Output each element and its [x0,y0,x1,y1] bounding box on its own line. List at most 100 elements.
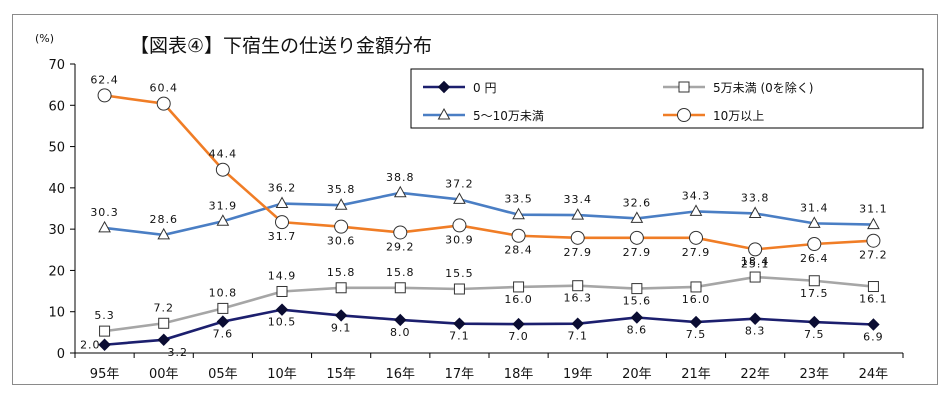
data-label: 7.2 [153,301,174,314]
y-axis-unit: (%) [35,32,54,45]
data-point [867,217,880,230]
data-point [749,271,761,283]
y-tick-label: 0 [57,347,65,362]
data-label: 30.9 [445,233,474,246]
legend-label: 5～10万未満 [473,109,544,123]
data-point [572,280,584,292]
data-label: 15.6 [623,295,652,308]
data-point [630,311,644,324]
x-tick-label: 17年 [445,367,475,382]
legend-box [410,68,924,129]
data-point [748,206,762,218]
data-label: 6.9 [863,331,884,344]
x-tick-label: 00年 [149,367,179,382]
data-label: 2.0 [80,339,101,352]
series-line [104,94,874,251]
data-label: 38.8 [386,171,415,184]
data-point [807,216,821,228]
data-point [689,230,703,245]
data-point [629,230,644,245]
data-point [216,315,230,328]
x-tick-label: 05年 [208,367,238,382]
data-label: 7.6 [213,328,234,341]
series-line [104,308,874,347]
y-tick-label: 50 [48,141,65,156]
y-tick-label: 40 [48,182,65,197]
data-label: 25.1 [741,257,770,270]
x-tick-label: 19年 [563,367,593,382]
data-label: 16.0 [682,293,711,306]
data-point [394,313,407,327]
data-point [98,338,111,351]
data-point [748,312,762,325]
data-point [275,303,289,316]
data-point [866,233,881,248]
legend-entry: 5万未満 (0を除く) [663,80,813,95]
data-point [99,325,111,337]
data-label: 16.1 [859,293,888,306]
data-point [511,228,526,243]
data-point [570,230,585,245]
data-point [630,211,644,223]
series-2 [99,271,879,337]
y-tick-label: 20 [48,264,65,279]
data-point [98,220,111,233]
data-label: 33.4 [563,193,592,206]
legend-label: 0 円 [473,81,496,95]
x-tick-label: 95年 [90,367,120,382]
data-label: 27.9 [563,246,592,259]
data-point [453,317,466,330]
data-label: 31.7 [268,230,297,243]
data-label: 10.5 [268,316,297,329]
data-label: 7.1 [449,330,470,343]
data-point [808,275,820,287]
data-label: 60.4 [149,82,178,95]
data-label: 31.9 [209,199,238,212]
data-point [217,302,229,314]
x-tick-label: 20年 [622,367,652,382]
data-point [275,196,289,209]
data-point [512,317,525,331]
data-label: 7.5 [804,328,825,341]
data-label: 33.8 [741,191,770,204]
data-label: 15.5 [445,267,474,280]
data-point [157,333,170,346]
data-label: 17.5 [800,287,829,300]
chart-title: 【図表④】下宿生の仕送り金額分布 [130,35,432,57]
series-layer [97,88,881,351]
x-tick-label: 10年 [267,367,297,382]
y-tick-label: 60 [48,99,65,114]
x-axis-ticks: 95年 00年 05年 10年 15年 16年 17年 18年 19年 20年 21年 22年 23年 2… [74,353,904,382]
data-point [808,315,821,329]
data-label: 27.2 [859,249,888,262]
x-tick-label: 21年 [681,367,711,382]
legend-label: 5万未満 (0を除く) [713,80,813,95]
y-tick-label: 30 [48,223,65,238]
series-line [104,191,874,237]
data-label: 31.4 [800,201,829,214]
data-label: 28.4 [504,244,533,257]
data-point [97,88,112,103]
data-point [393,185,407,198]
data-label: 9.1 [331,321,352,334]
legend-marker [437,80,451,94]
x-tick-label: 15年 [326,367,356,382]
data-point [512,207,525,220]
chart-svg: 【図表④】下宿生の仕送り金額分布 (%) 0 10 20 30 40 50 60 70 95年… [35,32,924,382]
x-tick-label: 18年 [504,367,534,382]
data-label: 32.6 [623,196,652,209]
x-tick-label: 16年 [386,367,416,382]
data-label: 30.3 [90,206,119,219]
data-label: 8.0 [390,326,411,339]
data-point [276,285,288,297]
data-label: 36.2 [268,182,297,195]
data-label: 37.2 [445,177,474,190]
data-label: 26.4 [800,252,829,265]
legend-entry: 0 円 [423,80,496,95]
legend-entry: 5～10万未満 [423,107,544,123]
data-label: 27.9 [623,246,652,259]
y-tick-label: 70 [48,58,65,73]
legend-marker [677,108,691,122]
data-label: 14.9 [268,269,297,282]
data-point [867,281,879,293]
